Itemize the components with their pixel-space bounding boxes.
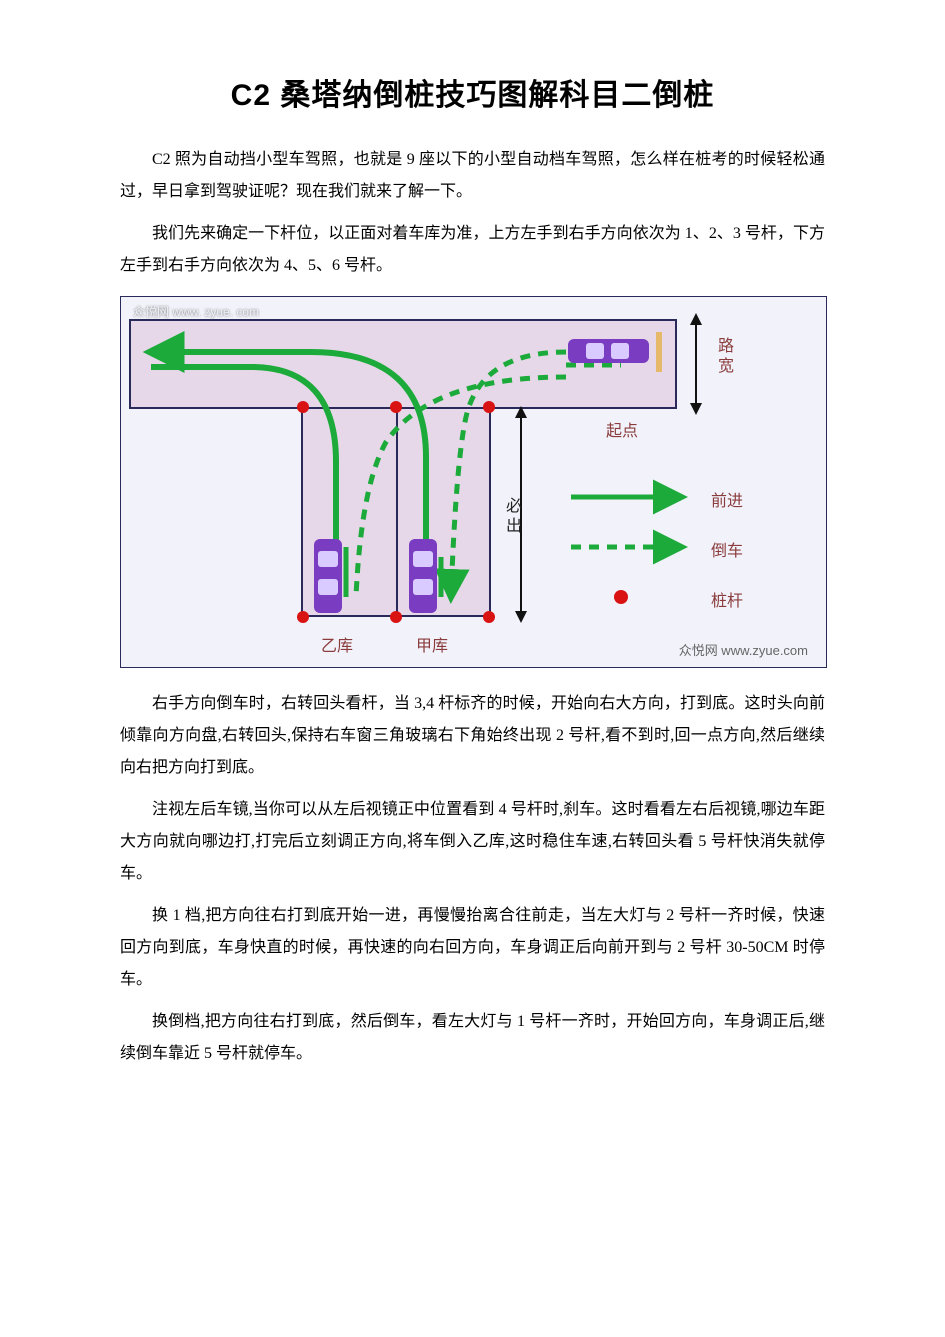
label-garage-right: 甲库: [416, 632, 448, 656]
label-start: 起点: [606, 417, 638, 441]
paragraph-step1: 右手方向倒车时，右转回头看杆，当 3,4 杆标齐的时候，开始向右大方向，打到底。…: [120, 688, 825, 784]
label-required: 必出: [499, 497, 523, 537]
paragraph-step4: 换倒档,把方向往右打到底，然后倒车，看左大灯与 1 号杆一齐时，开始回方向，车身…: [120, 1006, 825, 1070]
paragraph-step2: 注视左后车镜,当你可以从左后视镜正中位置看到 4 号杆时,刹车。这时看看左右后视…: [120, 794, 825, 890]
page-title: C2 桑塔纳倒桩技巧图解科目二倒桩: [120, 70, 825, 114]
car-start: [566, 335, 651, 367]
car-left-bay: [311, 537, 345, 615]
label-garage-left: 乙库: [321, 632, 353, 656]
source-bottom-right: 众悦网 www.zyue.com: [679, 640, 808, 659]
car-right-bay: [406, 537, 440, 615]
paragraph-poles: 我们先来确定一下杆位，以正面对着车库为准，上方左手到右手方向依次为 1、2、3 …: [120, 218, 825, 282]
label-road-width: 路宽: [711, 337, 735, 377]
watermark-top-left: 众悦网 www. zyue. com: [133, 303, 259, 320]
legend-reverse: 倒车: [711, 537, 743, 561]
legend-forward: 前进: [711, 487, 743, 511]
document-page: C2 桑塔纳倒桩技巧图解科目二倒桩 C2 照为自动挡小型车驾照，也就是 9 座以…: [0, 0, 945, 1337]
parking-diagram: 路宽 起点 必出 前进 倒车 桩杆 乙库 甲库 众悦网 www. zyue. c…: [120, 296, 825, 668]
diagram-canvas: 路宽 起点 必出 前进 倒车 桩杆 乙库 甲库 众悦网 www. zyue. c…: [120, 296, 827, 668]
legend-pole: 桩杆: [711, 587, 743, 611]
paragraph-intro: C2 照为自动挡小型车驾照，也就是 9 座以下的小型自动档车驾照，怎么样在桩考的…: [120, 144, 825, 208]
paragraph-step3: 换 1 档,把方向往右打到底开始一进，再慢慢抬离合往前走，当左大灯与 2 号杆一…: [120, 900, 825, 996]
